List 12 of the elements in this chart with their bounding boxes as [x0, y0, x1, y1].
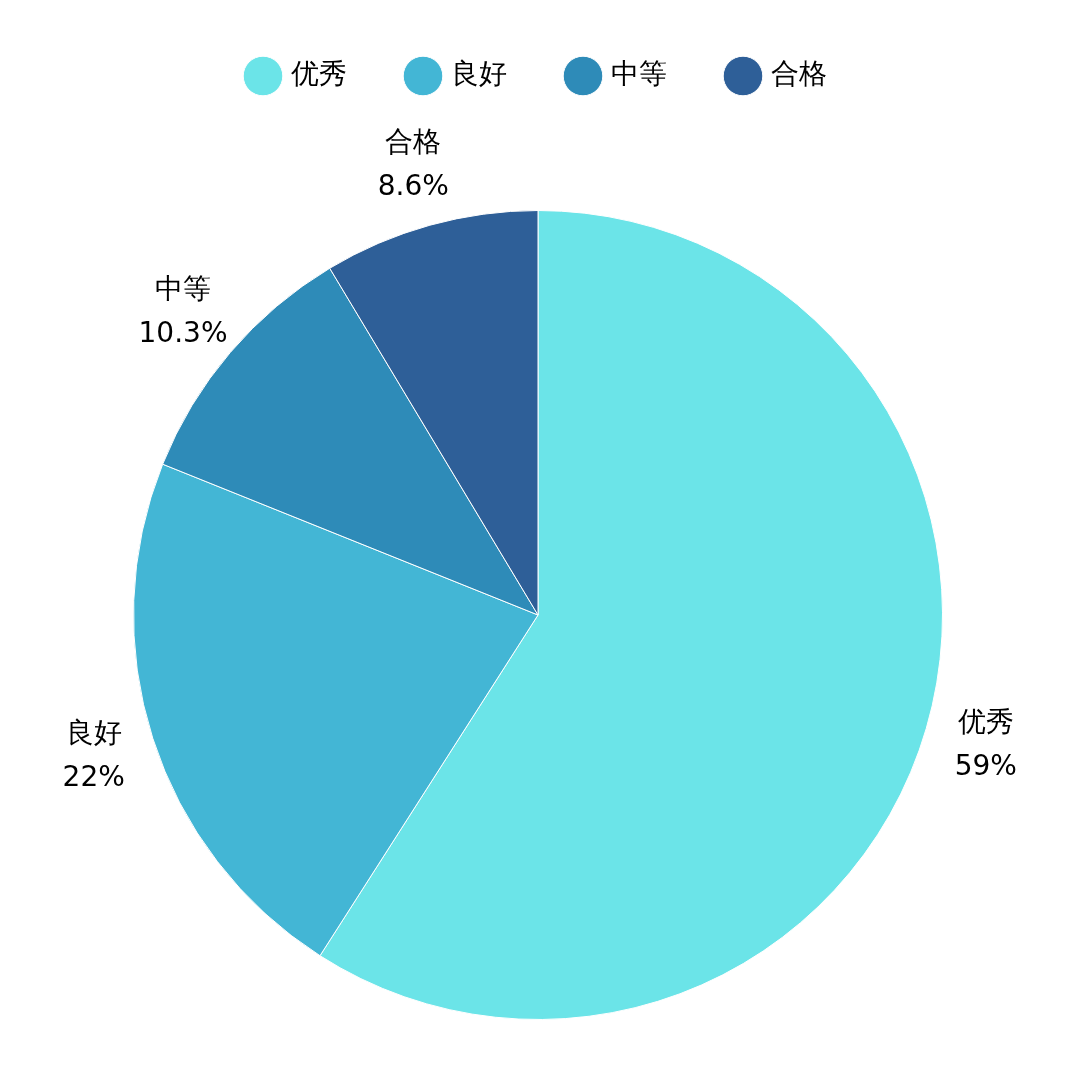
data-label: 10.3% [138, 315, 228, 349]
legend-label: 良好 [451, 57, 507, 91]
data-label: 8.6% [377, 168, 449, 202]
slice-label: 中等 [155, 271, 212, 305]
legend-label: 优秀 [291, 57, 347, 91]
data-label: 59% [954, 749, 1017, 783]
data-label: 22% [62, 760, 125, 794]
legend-label: 中等 [611, 57, 667, 91]
slice-label: 良好 [65, 716, 122, 750]
legend-label: 合格 [771, 57, 827, 91]
slice-label: 合格 [385, 124, 442, 158]
slice-label: 优秀 [957, 705, 1014, 739]
